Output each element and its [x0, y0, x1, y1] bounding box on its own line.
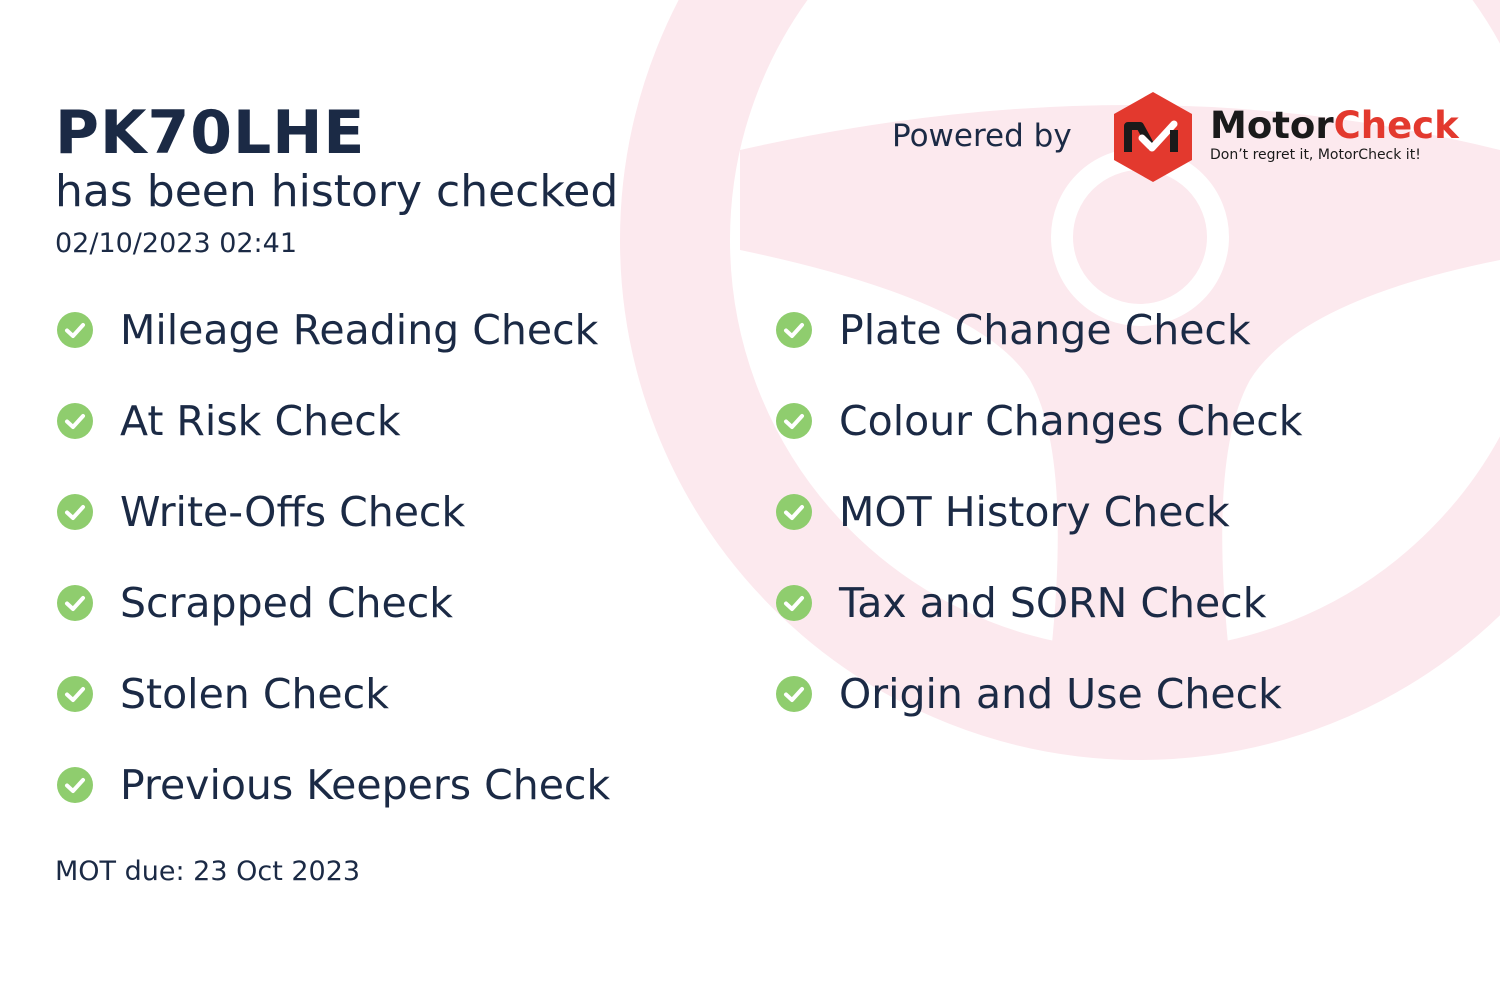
- check-item: Previous Keepers Check: [56, 761, 610, 809]
- brand-name-check: Check: [1333, 104, 1459, 147]
- check-item: At Risk Check: [56, 397, 401, 445]
- check-label: Mileage Reading Check: [120, 306, 599, 354]
- check-label: Scrapped Check: [120, 579, 454, 627]
- motorcheck-logo-icon: [1114, 92, 1192, 182]
- check-circle-icon: [57, 767, 93, 803]
- check-circle-icon: [776, 494, 812, 530]
- check-item: Write-Offs Check: [56, 488, 465, 536]
- check-label: Colour Changes Check: [839, 397, 1303, 445]
- mot-due-date: MOT due: 23 Oct 2023: [55, 856, 361, 887]
- check-circle-icon: [57, 312, 93, 348]
- check-timestamp: 02/10/2023 02:41: [55, 228, 298, 259]
- subtitle: has been history checked: [55, 166, 619, 217]
- check-circle-icon: [57, 403, 93, 439]
- registration-plate: PK70LHE: [55, 98, 366, 168]
- check-item: Colour Changes Check: [775, 397, 1303, 445]
- check-label: Write-Offs Check: [120, 488, 466, 536]
- check-circle-icon: [776, 676, 812, 712]
- check-circle-icon: [57, 585, 93, 621]
- brand-name-motor: Motor: [1210, 104, 1334, 147]
- check-circle-icon: [57, 494, 93, 530]
- brand-name: MotorCheck: [1210, 104, 1459, 147]
- check-item: Scrapped Check: [56, 579, 453, 627]
- brand-tagline: Don’t regret it, MotorCheck it!: [1210, 147, 1421, 163]
- check-label: Stolen Check: [120, 670, 389, 718]
- check-item: Stolen Check: [56, 670, 389, 718]
- check-circle-icon: [776, 585, 812, 621]
- check-item: Mileage Reading Check: [56, 306, 598, 354]
- check-label: At Risk Check: [120, 397, 401, 445]
- check-circle-icon: [57, 676, 93, 712]
- check-label: Tax and SORN Check: [839, 579, 1267, 627]
- check-item: Origin and Use Check: [775, 670, 1282, 718]
- check-label: Plate Change Check: [839, 306, 1251, 354]
- check-item: MOT History Check: [775, 488, 1230, 536]
- check-label: Previous Keepers Check: [120, 761, 611, 809]
- check-item: Plate Change Check: [775, 306, 1251, 354]
- check-circle-icon: [776, 403, 812, 439]
- check-label: Origin and Use Check: [839, 670, 1282, 718]
- check-item: Tax and SORN Check: [775, 579, 1266, 627]
- powered-by-label: Powered by: [892, 118, 1072, 154]
- check-circle-icon: [776, 312, 812, 348]
- check-label: MOT History Check: [839, 488, 1230, 536]
